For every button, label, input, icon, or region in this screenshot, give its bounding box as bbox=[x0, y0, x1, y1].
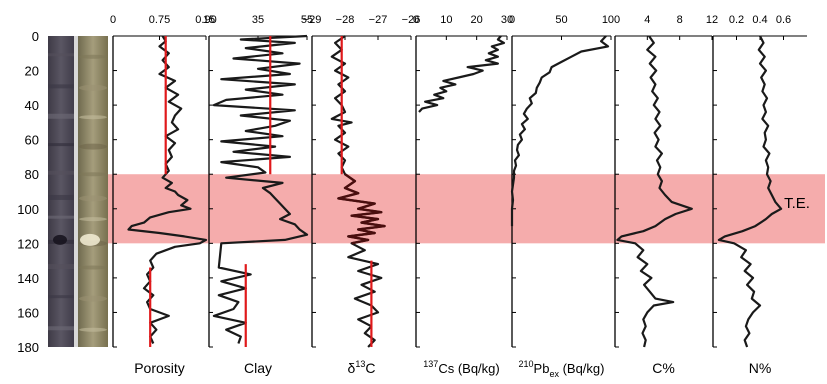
depth-tick-label: 40 bbox=[25, 98, 39, 113]
photo-bright-spot bbox=[80, 233, 100, 246]
core-images bbox=[48, 36, 108, 347]
xray-streak bbox=[48, 264, 74, 270]
clay-x-tick-label: 35 bbox=[252, 14, 264, 26]
xray-streak bbox=[48, 215, 74, 219]
nitrogen-x-tick-label: 0.6 bbox=[776, 14, 791, 26]
carbon-x-tick-label: 8 bbox=[677, 14, 683, 26]
clay-x-tick-label: 55 bbox=[301, 14, 313, 26]
pb210-x-tick-label: 50 bbox=[555, 14, 567, 26]
xray-streak bbox=[48, 170, 74, 175]
cs137-x-tick-label: 20 bbox=[471, 14, 483, 26]
depth-tick-label: 80 bbox=[25, 167, 39, 182]
xray-core-image bbox=[48, 36, 74, 347]
panel-d13c: −29 −28 −27 −26 δ13C bbox=[303, 14, 421, 376]
nitrogen-axis-label: N% bbox=[749, 360, 772, 376]
depth-tick-label: 20 bbox=[25, 64, 39, 79]
carbon-axis-label: C% bbox=[652, 360, 675, 376]
xray-streak bbox=[48, 113, 74, 119]
event-band bbox=[108, 174, 825, 244]
xray-streak bbox=[48, 143, 74, 147]
cs137-series-line bbox=[418, 35, 506, 113]
photo-streak bbox=[79, 54, 107, 59]
xray-streak bbox=[48, 295, 74, 299]
pb210-x-tick-label: 0 bbox=[509, 14, 515, 26]
d13c-x-tick-label: −26 bbox=[402, 14, 421, 26]
carbon-x-tick-label: 4 bbox=[644, 14, 650, 26]
panel-cs137: 0 10 20 30 137Cs (Bq/kg) bbox=[413, 14, 513, 376]
depth-tick-label: 100 bbox=[17, 202, 39, 217]
nitrogen-series-line bbox=[717, 35, 783, 348]
panel-clay: 15 35 55 Clay bbox=[203, 14, 313, 376]
depth-tick-label: 0 bbox=[32, 29, 39, 44]
nitrogen-x-tick-label: 0.2 bbox=[729, 14, 744, 26]
xray-streak bbox=[48, 53, 74, 57]
depth-tick-label: 120 bbox=[17, 236, 39, 251]
porosity-axis-label: Porosity bbox=[134, 360, 185, 376]
xray-streak bbox=[48, 326, 74, 331]
photo-streak bbox=[79, 327, 107, 332]
photo-streak bbox=[79, 217, 107, 222]
d13c-band-series-line bbox=[337, 173, 386, 245]
porosity-x-tick-label: 0.90 bbox=[195, 14, 216, 26]
porosity-x-tick-label: 0.75 bbox=[149, 14, 170, 26]
depth-tick-label: 180 bbox=[17, 340, 39, 355]
panel-nitrogen: 0.2 0.4 0.6 N% bbox=[712, 14, 807, 376]
carbon-x-tick-label: 12 bbox=[706, 14, 718, 26]
event-band-label: T.E. bbox=[784, 195, 810, 212]
depth-axis: 0 20 40 60 80 100 120 140 160 180 bbox=[17, 29, 39, 355]
pb210-axis-label: 210Pbex (Bq/kg) bbox=[519, 359, 605, 379]
carbon-series-line bbox=[616, 35, 693, 348]
photo-streak bbox=[79, 115, 107, 120]
photo-streak bbox=[79, 84, 107, 91]
pb210-series-line bbox=[510, 35, 610, 227]
depth-tick-label: 60 bbox=[25, 133, 39, 148]
photo-streak bbox=[79, 143, 107, 150]
nitrogen-x-tick-label: 0.4 bbox=[752, 14, 767, 26]
panel-porosity: 0 0.75 0.90 Porosity bbox=[110, 14, 217, 376]
clay-series-line bbox=[212, 34, 309, 344]
cs137-axis-label: 137Cs (Bq/kg) bbox=[423, 359, 499, 376]
photo-streak bbox=[79, 265, 107, 270]
xray-streak bbox=[48, 194, 74, 200]
depth-tick-label: 140 bbox=[17, 271, 39, 286]
photo-streak bbox=[79, 172, 107, 177]
clay-axis-label: Clay bbox=[244, 360, 272, 376]
d13c-x-tick-label: −29 bbox=[303, 14, 322, 26]
photo-streak bbox=[79, 295, 107, 302]
d13c-axis-label: δ13C bbox=[348, 359, 376, 376]
cs137-x-tick-label: 30 bbox=[501, 14, 513, 26]
photo-streak bbox=[79, 195, 107, 202]
xray-streak bbox=[48, 84, 74, 89]
clay-x-tick-label: 15 bbox=[203, 14, 215, 26]
porosity-series-line bbox=[127, 35, 208, 344]
xray-dark-spot bbox=[53, 234, 67, 245]
pb210-x-tick-label: 100 bbox=[602, 14, 620, 26]
porosity-x-tick-label: 0 bbox=[110, 14, 116, 26]
event-band-layer: T.E. bbox=[108, 174, 825, 244]
panel-carbon: 4 8 12 C% bbox=[614, 14, 718, 376]
cs137-x-tick-label: 0 bbox=[413, 14, 419, 26]
panel-pb210: 0 50 100 210Pbex (Bq/kg) bbox=[509, 14, 620, 379]
core-separator bbox=[74, 36, 78, 347]
panels-layer: 0 0.75 0.90 Porosity 15 35 55 Clay −29 −28 −27 −26 δ… bbox=[110, 14, 807, 379]
d13c-x-tick-label: −28 bbox=[336, 14, 355, 26]
d13c-x-tick-label: −27 bbox=[369, 14, 388, 26]
cs137-x-tick-label: 10 bbox=[440, 14, 452, 26]
depth-tick-label: 160 bbox=[17, 305, 39, 320]
